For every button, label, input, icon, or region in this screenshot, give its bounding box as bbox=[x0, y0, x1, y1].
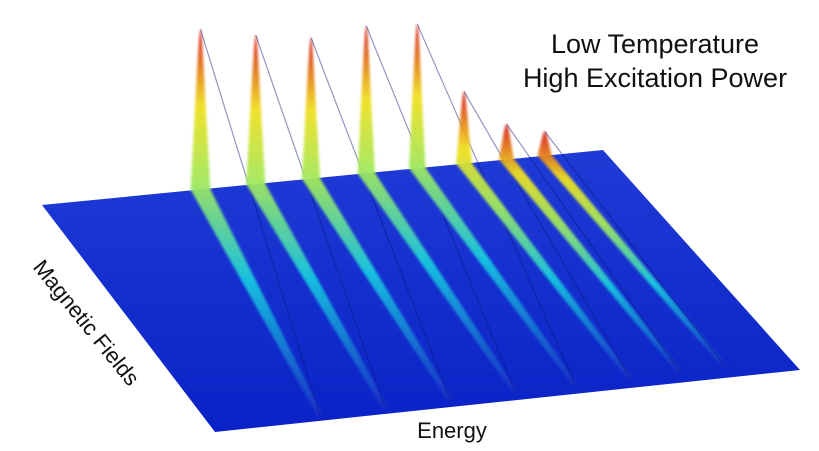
ridge-group bbox=[190, 23, 728, 416]
ridge-shade-6 bbox=[463, 91, 631, 379]
surface-floor bbox=[42, 150, 800, 432]
ridge-peak-4 bbox=[357, 25, 518, 393]
ridge-peak-2 bbox=[246, 35, 388, 408]
ridge-shade-7 bbox=[506, 123, 681, 373]
ridge-shade-2 bbox=[255, 35, 386, 408]
ridge-shade-1 bbox=[199, 29, 321, 416]
title-line-2: High Excitation Power bbox=[522, 63, 788, 93]
ridge-peak-5 bbox=[408, 24, 578, 385]
x-axis-label: Energy bbox=[417, 418, 487, 443]
title-line-1: Low Temperature bbox=[550, 29, 760, 59]
ridge-shade-3 bbox=[310, 37, 451, 401]
ridge-peak-3 bbox=[301, 37, 453, 400]
ridge-peak-1 bbox=[190, 29, 323, 416]
ridge-shade-8 bbox=[544, 131, 726, 368]
